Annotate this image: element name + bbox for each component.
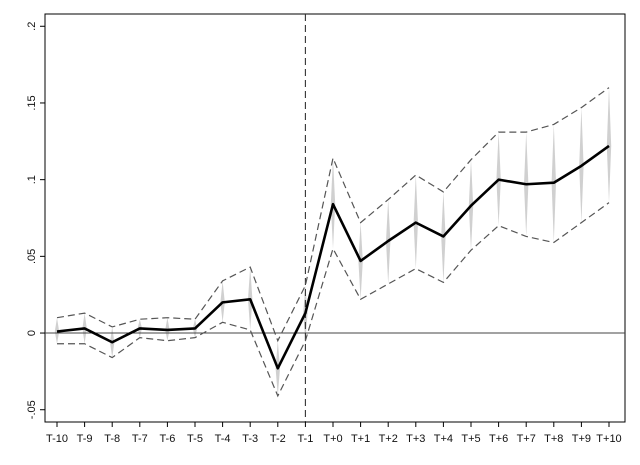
plot-frame <box>44 13 626 423</box>
y-tick-label: 0 <box>26 330 38 336</box>
x-axis: T-10 T-9 T-8 T-7 T-6 T-5 T-4 T-3 T-2 T-1 T+0 T+1 T+2… <box>46 422 622 445</box>
lower-ci-line <box>57 202 610 398</box>
x-tick-label: T+3 <box>406 433 425 445</box>
y-tick-label: .15 <box>26 95 38 110</box>
x-tick-label: T-5 <box>187 433 203 445</box>
ci-band-T+10 <box>606 87 612 203</box>
x-tick-label: T-1 <box>297 433 313 445</box>
x-tick-label: T-9 <box>77 433 93 445</box>
x-tick-label: T-6 <box>159 433 175 445</box>
y-tick-label: .2 <box>26 22 38 31</box>
y-tick-label: .1 <box>26 175 38 184</box>
y-tick-label: .05 <box>26 249 38 264</box>
x-tick-label: T+10 <box>596 433 621 445</box>
x-tick-label: T-7 <box>132 433 148 445</box>
x-tick-label: T-3 <box>242 433 258 445</box>
x-tick-label: T+7 <box>517 433 536 445</box>
estimate-line <box>56 144 610 370</box>
x-tick-label: T-4 <box>215 433 231 445</box>
x-tick-label: T+0 <box>323 433 342 445</box>
x-tick-label: T+4 <box>434 433 453 445</box>
x-tick-label: T+9 <box>572 433 591 445</box>
series-lines <box>56 87 610 398</box>
x-tick-label: T+1 <box>351 433 370 445</box>
x-tick-label: T-2 <box>270 433 286 445</box>
x-tick-label: T-10 <box>46 433 68 445</box>
x-tick-label: T+5 <box>461 433 480 445</box>
y-tick-label: -.05 <box>26 400 38 419</box>
y-axis: -.05 0 .05 .1 .15 .2 <box>26 22 45 419</box>
x-tick-label: T+6 <box>489 433 508 445</box>
reference-lines <box>45 14 625 422</box>
x-tick-label: T-8 <box>104 433 120 445</box>
x-tick-label: T+8 <box>544 433 563 445</box>
x-tick-label: T+2 <box>379 433 398 445</box>
